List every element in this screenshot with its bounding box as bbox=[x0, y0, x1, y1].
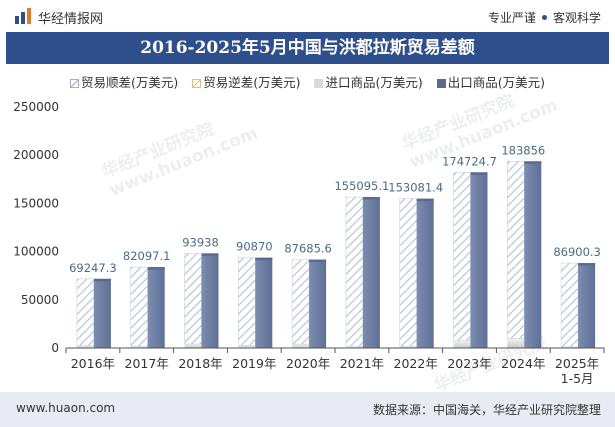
export-bar-cap bbox=[470, 172, 488, 175]
x-tick-label: 2024年 bbox=[501, 356, 545, 371]
import-bar bbox=[130, 346, 148, 348]
x-tick-label: 2019年 bbox=[232, 356, 276, 371]
export-bar bbox=[362, 197, 380, 348]
data-label: 82097.1 bbox=[123, 249, 171, 263]
y-axis: 0 50000 100000 150000 200000 250000 bbox=[13, 100, 59, 355]
import-bar bbox=[76, 345, 94, 348]
legend-swatch-deficit bbox=[192, 79, 202, 88]
y-tick-label: 0 bbox=[51, 341, 59, 355]
legend-swatch-export bbox=[436, 79, 446, 88]
surplus-bar bbox=[184, 253, 202, 345]
export-bar bbox=[524, 161, 542, 348]
y-tick-label: 50000 bbox=[21, 293, 59, 307]
export-bar bbox=[255, 257, 273, 348]
export-bar-cap bbox=[416, 198, 434, 202]
legend-label-surplus: 贸易顺差(万美元) bbox=[80, 75, 179, 90]
legend-swatch-surplus bbox=[69, 79, 79, 88]
brand-name: 华经情报网 bbox=[38, 12, 104, 27]
import-bar bbox=[453, 340, 471, 348]
export-bar-cap bbox=[201, 253, 219, 256]
data-label: 183856 bbox=[501, 143, 545, 157]
surplus-bar bbox=[345, 196, 364, 347]
export-bar bbox=[578, 263, 596, 348]
surplus-bar bbox=[76, 278, 95, 346]
export-bar-cap bbox=[578, 263, 596, 266]
surplus-bar bbox=[453, 172, 471, 342]
x-tick-label: 2018年 bbox=[178, 356, 222, 371]
data-label: 93938 bbox=[182, 235, 219, 249]
export-bar bbox=[470, 172, 488, 348]
data-label: 153081.4 bbox=[388, 181, 443, 195]
y-tick-label: 150000 bbox=[13, 196, 59, 210]
surplus-bar bbox=[238, 257, 256, 346]
import-bar bbox=[238, 345, 256, 348]
x-tick-label: 2021年 bbox=[340, 356, 384, 371]
export-bar-cap bbox=[362, 197, 380, 200]
x-axis: 2016年 2017年 2018年 2019年 2020年 2021年 2022年 2023年… bbox=[65, 347, 605, 386]
bar-chart: 0 50000 100000 150000 200000 250000 69247.3 82… bbox=[13, 100, 605, 386]
data-label: 87685.6 bbox=[284, 242, 332, 256]
x-tick-label: 2016年 bbox=[71, 356, 115, 371]
x-tick-label: 2023年 bbox=[447, 356, 491, 371]
export-bar-cap bbox=[309, 259, 327, 263]
legend-label-deficit: 贸易逆差(万美元) bbox=[203, 75, 301, 90]
data-label: 155095.1 bbox=[334, 179, 389, 193]
export-bar bbox=[201, 253, 219, 348]
legend-swatch-import bbox=[314, 79, 324, 88]
footer: www.huaon.com 数据来源：中国海关，华经产业研究院整理 bbox=[0, 392, 615, 427]
chart-title: 2016-2025年5月中国与洪都拉斯贸易差额 bbox=[140, 38, 475, 58]
import-bar bbox=[184, 343, 202, 348]
x-tick-label: 2017年 bbox=[125, 356, 169, 371]
export-bar-cap bbox=[255, 257, 273, 261]
import-bar bbox=[561, 346, 579, 348]
surplus-bar bbox=[130, 266, 148, 347]
import-bar bbox=[507, 338, 525, 348]
export-bar-cap bbox=[147, 267, 165, 270]
data-label: 174724.7 bbox=[442, 154, 497, 168]
legend-label-export: 出口商品(万美元) bbox=[447, 75, 545, 90]
title-bar: 2016-2025年5月中国与洪都拉斯贸易差额 bbox=[6, 32, 609, 64]
export-bar-cap bbox=[524, 161, 542, 164]
slogan: 专业严谨 客观科学 bbox=[488, 9, 601, 26]
legend-item-import: 进口商品(万美元) bbox=[314, 72, 423, 91]
slogan-left: 专业严谨 bbox=[487, 11, 536, 25]
surplus-bar bbox=[560, 262, 579, 348]
export-bar bbox=[309, 259, 327, 348]
import-bar bbox=[399, 346, 417, 348]
chart-legend: 贸易顺差(万美元) 贸易逆差(万美元) 进口商品(万美元) 出口商品(万美元) bbox=[0, 72, 615, 92]
y-tick-label: 100000 bbox=[13, 245, 59, 259]
import-bar bbox=[345, 346, 363, 348]
legend-item-surplus: 贸易顺差(万美元) bbox=[69, 72, 179, 91]
slogan-right: 客观科学 bbox=[552, 11, 601, 25]
legend-item-export: 出口商品(万美元) bbox=[436, 72, 545, 91]
bars bbox=[76, 161, 596, 348]
data-label: 86900.3 bbox=[553, 245, 601, 259]
slogan-dot-icon bbox=[541, 15, 547, 20]
x-tick-label: 2020年 bbox=[286, 356, 330, 371]
surplus-bar bbox=[506, 161, 525, 339]
y-tick-label: 250000 bbox=[13, 100, 59, 114]
footer-url: www.huaon.com bbox=[16, 401, 116, 415]
legend-item-deficit: 贸易逆差(万美元) bbox=[192, 72, 301, 91]
surplus-bar bbox=[399, 198, 418, 347]
x-tick-label: 2022年 bbox=[394, 356, 438, 371]
export-bar bbox=[416, 198, 434, 348]
y-tick-label: 200000 bbox=[13, 148, 59, 162]
legend-label-import: 进口商品(万美元) bbox=[325, 75, 423, 90]
huajing-logo-icon bbox=[15, 8, 31, 24]
data-label: 69247.3 bbox=[69, 261, 117, 275]
surplus-bar bbox=[291, 259, 310, 345]
import-bar bbox=[292, 344, 310, 348]
data-label: 90870 bbox=[236, 240, 273, 254]
export-bar bbox=[93, 278, 111, 348]
x-tick-label: 2025年 1-5月 bbox=[555, 356, 599, 386]
top-bar: 华经情报网 专业严谨 客观科学 bbox=[0, 0, 615, 32]
export-bar-cap bbox=[93, 278, 111, 282]
export-bar bbox=[147, 267, 165, 348]
footer-source: 数据来源：中国海关，华经产业研究院整理 bbox=[372, 403, 601, 417]
